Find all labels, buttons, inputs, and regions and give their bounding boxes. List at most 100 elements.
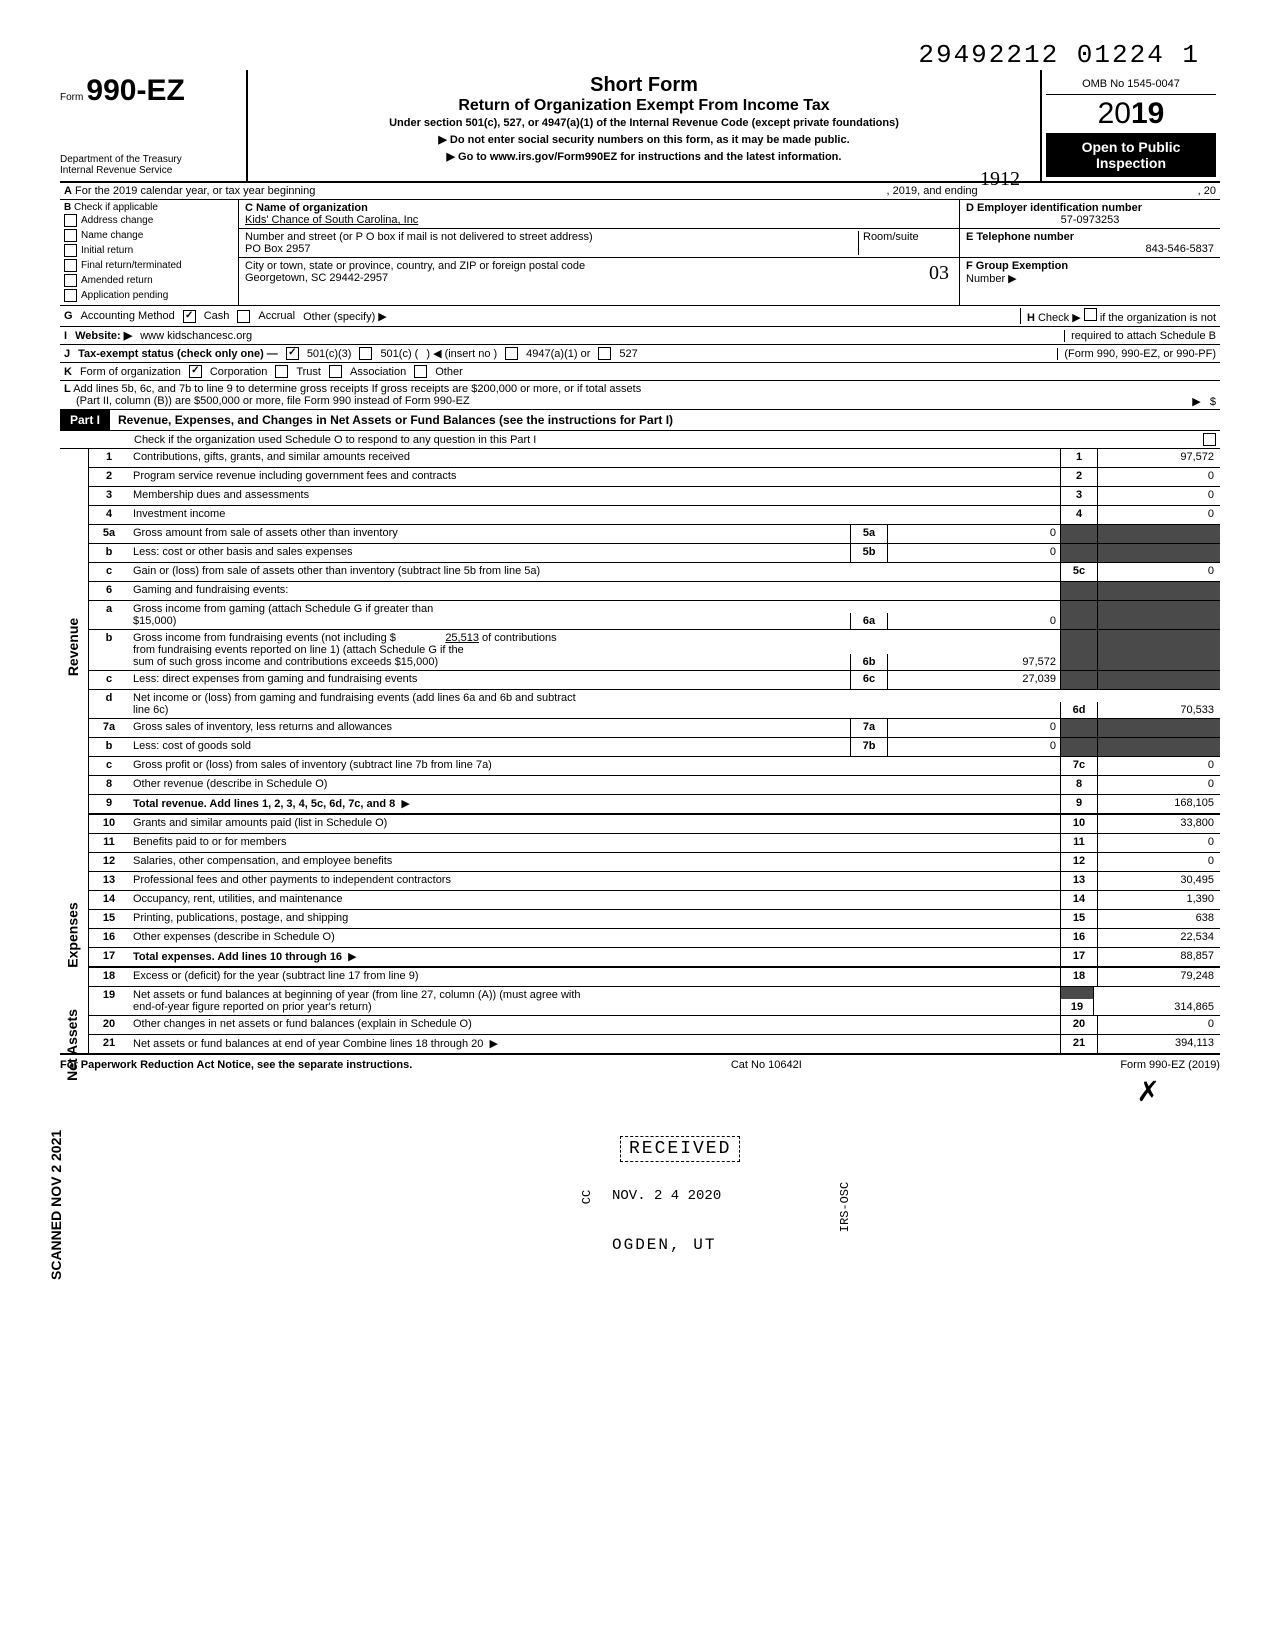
org-name-label: C Name of organization	[245, 202, 953, 214]
line-19-text2: end-of-year figure reported on prior yea…	[133, 1001, 372, 1013]
line-20: 20 Other changes in net assets or fund b…	[89, 1016, 1220, 1035]
line-20-text: Other changes in net assets or fund bala…	[129, 1016, 1060, 1034]
chk-trust[interactable]	[275, 365, 288, 378]
line-12-val: 0	[1098, 853, 1220, 871]
line-5a-text: Gross amount from sale of assets other t…	[129, 525, 850, 543]
instr-web: Go to www.irs.gov/Form990EZ for instruct…	[256, 150, 1032, 163]
chk-cash[interactable]: ✓	[183, 310, 196, 323]
chk-name-change[interactable]	[64, 229, 77, 242]
chk-association[interactable]	[329, 365, 342, 378]
line-11-num: 11	[89, 834, 129, 852]
chk-schedule-b[interactable]	[1084, 308, 1097, 321]
line-14-text: Occupancy, rent, utilities, and maintena…	[129, 891, 1060, 909]
line-16-box: 16	[1060, 929, 1098, 947]
chk-corporation[interactable]: ✓	[189, 365, 202, 378]
chk-accrual[interactable]	[237, 310, 250, 323]
line-13: 13 Professional fees and other payments …	[89, 872, 1220, 891]
year-prefix: 20	[1098, 97, 1131, 130]
open-public-1: Open to Public	[1050, 139, 1212, 155]
chk-501c3[interactable]: ✓	[286, 347, 299, 360]
line-2-text: Program service revenue including govern…	[129, 468, 1060, 486]
row-a-text3: , 20	[1198, 185, 1216, 197]
row-l-arrow: ▶	[1192, 396, 1200, 408]
line-7c: c Gross profit or (loss) from sales of i…	[89, 757, 1220, 776]
line-7c-text: Gross profit or (loss) from sales of inv…	[129, 757, 1060, 775]
chk-527[interactable]	[598, 347, 611, 360]
line-10-box: 10	[1060, 815, 1098, 833]
chk-amended-return[interactable]	[64, 274, 77, 287]
line-3: 3 Membership dues and assessments 30	[89, 487, 1220, 506]
line-7b-text: Less: cost of goods sold	[129, 738, 850, 756]
line-6a-mbox: 6a	[850, 613, 888, 629]
subtitle: Under section 501(c), 527, or 4947(a)(1)…	[256, 117, 1032, 129]
row-k-label: K	[64, 366, 72, 378]
line-6c-shade-val	[1098, 671, 1220, 689]
line-11-box: 11	[1060, 834, 1098, 852]
line-6-num: 6	[89, 582, 129, 600]
line-8-num: 8	[89, 776, 129, 794]
line-14-box: 14	[1060, 891, 1098, 909]
chk-501c[interactable]	[359, 347, 372, 360]
side-expenses: Expenses	[65, 902, 81, 967]
line-5a-mval: 0	[888, 525, 1060, 543]
stamp-date: NOV. 2 4 2020	[612, 1188, 721, 1204]
chk-4947[interactable]	[505, 347, 518, 360]
line-12: 12 Salaries, other compensation, and emp…	[89, 853, 1220, 872]
row-h-text2: if the organization is not	[1100, 312, 1216, 324]
line-6b-mval: 97,572	[888, 654, 1060, 670]
line-15-num: 15	[89, 910, 129, 928]
line-1-text: Contributions, gifts, grants, and simila…	[129, 449, 1060, 467]
line-6c: c Less: direct expenses from gaming and …	[89, 671, 1220, 690]
row-g-text: Accounting Method	[81, 310, 175, 322]
line-7a: 7a Gross sales of inventory, less return…	[89, 719, 1220, 738]
row-a-label: A	[64, 185, 72, 197]
line-6b-text2: of contributions	[482, 632, 557, 644]
footer-cat: Cat No 10642I	[731, 1059, 802, 1071]
line-3-num: 3	[89, 487, 129, 505]
line-18-box: 18	[1060, 968, 1098, 986]
chk-schedule-o[interactable]	[1203, 433, 1216, 446]
line-5c-num: c	[89, 563, 129, 581]
chk-initial-return[interactable]	[64, 244, 77, 257]
group-label2: Number ▶	[966, 272, 1214, 285]
line-4: 4 Investment income 40	[89, 506, 1220, 525]
line-20-num: 20	[89, 1016, 129, 1034]
chk-other-org[interactable]	[414, 365, 427, 378]
line-6c-text: Less: direct expenses from gaming and fu…	[129, 671, 850, 689]
chk-final-return[interactable]	[64, 259, 77, 272]
footer-paperwork: For Paperwork Reduction Act Notice, see …	[60, 1059, 412, 1071]
line-7c-box: 7c	[1060, 757, 1098, 775]
line-21-val: 394,113	[1098, 1035, 1220, 1053]
line-5c-box: 5c	[1060, 563, 1098, 581]
dept-treasury: Department of the Treasury	[60, 154, 240, 165]
line-10-text: Grants and similar amounts paid (list in…	[129, 815, 1060, 833]
street-value: PO Box 2957	[245, 243, 858, 255]
line-6d-val: 70,533	[1098, 702, 1220, 718]
line-8-text: Other revenue (describe in Schedule O)	[129, 776, 1060, 794]
row-h-text4: (Form 990, 990-EZ, or 990-PF)	[1057, 348, 1216, 360]
form-number: 990-EZ	[86, 74, 184, 107]
instr-ssn: Do not enter social security numbers on …	[256, 133, 1032, 146]
line-2-val: 0	[1098, 468, 1220, 486]
dln-number: 29492212 01224 1	[60, 40, 1200, 70]
col-b-label: B	[64, 202, 71, 213]
line-14-num: 14	[89, 891, 129, 909]
form-prefix: Form	[60, 92, 83, 103]
line-6d-num: d	[89, 690, 129, 718]
row-a-text2: , 2019, and ending	[887, 185, 978, 197]
line-4-val: 0	[1098, 506, 1220, 524]
lbl-cash: Cash	[204, 310, 230, 322]
line-7a-text: Gross sales of inventory, less returns a…	[129, 719, 850, 737]
line-6b-mbox: 6b	[850, 654, 888, 670]
col-c: C Name of organization Kids' Chance of S…	[239, 200, 959, 305]
line-13-num: 13	[89, 872, 129, 890]
line-6b-shade	[1060, 630, 1098, 670]
chk-address-change[interactable]	[64, 214, 77, 227]
line-7a-shade-val	[1098, 719, 1220, 737]
title-short-form: Short Form	[256, 74, 1032, 97]
line-8: 8 Other revenue (describe in Schedule O)…	[89, 776, 1220, 795]
chk-application-pending[interactable]	[64, 289, 77, 302]
line-21: 21 Net assets or fund balances at end of…	[89, 1035, 1220, 1053]
line-6c-shade	[1060, 671, 1098, 689]
line-5a: 5a Gross amount from sale of assets othe…	[89, 525, 1220, 544]
